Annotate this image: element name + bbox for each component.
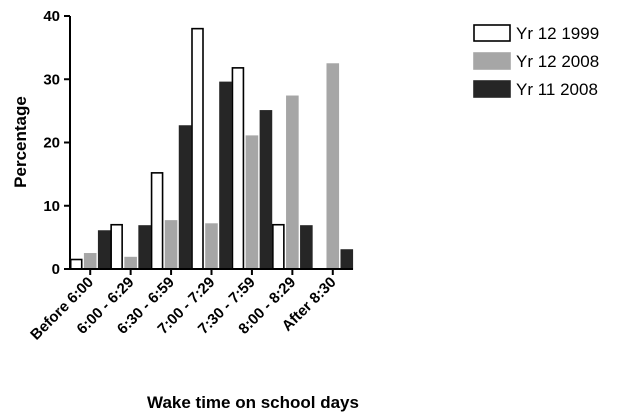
bar-yr-11-2008-3 bbox=[219, 81, 232, 270]
bar-yr-12-2008-4 bbox=[245, 135, 259, 270]
x-axis-ticks: Before 6:006:00 - 6:296:30 - 6:597:00 - … bbox=[27, 269, 340, 344]
bar-yr-12-2008-2 bbox=[164, 220, 178, 270]
bar-yr-12-1999-2 bbox=[150, 172, 164, 270]
bar-yr-11-2008-4 bbox=[259, 110, 273, 270]
legend-item: Yr 12 2008 bbox=[473, 52, 599, 71]
legend-item: Yr 11 2008 bbox=[473, 80, 598, 99]
y-axis-ticks: 0 10 20 30 40 bbox=[43, 8, 70, 278]
legend-swatch bbox=[473, 80, 511, 98]
bar-yr-11-2008-0 bbox=[97, 230, 111, 270]
y-tick-label: 10 bbox=[43, 198, 60, 215]
legend: Yr 12 1999 Yr 12 2008 Yr 11 2008 bbox=[473, 24, 599, 99]
bar-yr-12-2008-5 bbox=[286, 95, 299, 270]
bar-yr-12-1999-1 bbox=[110, 223, 123, 270]
legend-label: Yr 12 1999 bbox=[516, 24, 599, 43]
bar-yr-12-2008-1 bbox=[124, 256, 137, 270]
y-tick-label: 40 bbox=[43, 8, 60, 25]
x-axis-title: Wake time on school days bbox=[147, 393, 359, 412]
bar-yr-12-1999-4 bbox=[231, 67, 245, 270]
legend-swatch bbox=[473, 52, 511, 70]
bar-yr-12-1999-5 bbox=[272, 223, 285, 270]
legend-label: Yr 11 2008 bbox=[516, 80, 598, 99]
bar-yr-12-2008-3 bbox=[205, 223, 218, 270]
legend-label: Yr 12 2008 bbox=[516, 52, 599, 71]
bar-yr-11-2008-1 bbox=[138, 225, 151, 270]
legend-item: Yr 12 1999 bbox=[473, 24, 599, 43]
bar-yr-12-1999-0 bbox=[69, 258, 83, 270]
y-axis-title: Percentage bbox=[11, 96, 30, 188]
legend-swatch bbox=[473, 24, 511, 42]
y-tick-label: 20 bbox=[43, 135, 60, 152]
bar-yr-11-2008-6 bbox=[340, 249, 354, 270]
bar-yr-11-2008-5 bbox=[300, 225, 313, 270]
bar-yr-12-2008-0 bbox=[83, 253, 97, 270]
y-tick-label: 30 bbox=[43, 71, 60, 88]
bars-group bbox=[69, 27, 354, 270]
bar-yr-12-1999-3 bbox=[191, 27, 204, 270]
bar-yr-11-2008-2 bbox=[178, 125, 192, 270]
bar-yr-12-2008-6 bbox=[326, 63, 340, 270]
y-tick-label: 0 bbox=[52, 261, 60, 278]
